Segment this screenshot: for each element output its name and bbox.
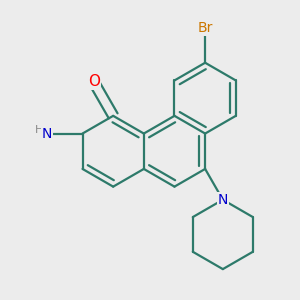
Text: N: N	[42, 127, 52, 140]
Text: H: H	[35, 125, 44, 135]
Text: N: N	[218, 193, 228, 207]
Text: O: O	[88, 74, 100, 89]
Text: Br: Br	[197, 20, 213, 34]
